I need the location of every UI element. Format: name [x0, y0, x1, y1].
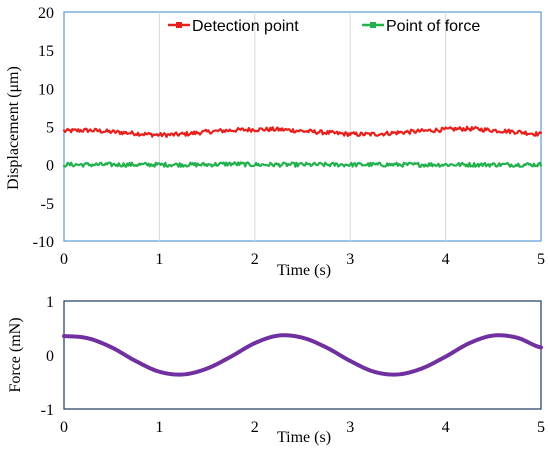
y-tick-label: 10	[38, 81, 54, 98]
y-tick-label: 20	[38, 5, 54, 22]
legend-item-point-of-force: Point of force	[362, 18, 480, 35]
x-tick-label: 1	[155, 251, 163, 268]
series-line-0	[62, 333, 543, 377]
displacement-plot-area	[63, 11, 542, 242]
x-tick-label: 4	[442, 251, 450, 268]
y-tick-label: 15	[38, 43, 54, 60]
series-point-of-force	[62, 161, 543, 168]
displacement-x-axis-label: Time (s)	[277, 262, 331, 279]
y-tick-label: 0	[46, 348, 54, 365]
y-tick-label: -5	[41, 196, 54, 213]
x-tick-label: 4	[442, 419, 450, 436]
x-tick-label: 5	[537, 419, 545, 436]
y-tick-label: -1	[41, 402, 54, 419]
series-detection-point	[62, 125, 543, 139]
displacement-chart: 20 15 10 5 0 -5 -10 0 1 2 3 4 5 Displacement (μm) T…	[5, 5, 545, 279]
x-tick-label: 1	[155, 419, 163, 436]
y-tick-label: 5	[46, 120, 54, 137]
y-tick-label: -10	[33, 234, 54, 251]
legend-label-detection-point: Detection point	[192, 18, 299, 35]
y-tick-label: 1	[46, 294, 54, 311]
x-tick-label: 3	[346, 419, 354, 436]
legend-marker-detection-point	[176, 22, 182, 28]
x-tick-label: 5	[537, 251, 545, 268]
x-tick-label: 0	[60, 419, 68, 436]
y-tick-label: 0	[46, 158, 54, 175]
x-tick-label: 2	[251, 251, 259, 268]
force-x-axis-label: Time (s)	[277, 429, 331, 446]
legend-label-point-of-force: Point of force	[386, 18, 480, 35]
x-tick-label: 2	[251, 419, 259, 436]
x-tick-label: 3	[346, 251, 354, 268]
force-y-axis-label: Force (mN)	[7, 317, 24, 392]
force-plot-area	[63, 300, 542, 410]
legend: Detection point Point of force	[168, 18, 480, 35]
legend-item-detection-point: Detection point	[168, 18, 299, 35]
legend-marker-point-of-force	[370, 22, 376, 28]
force-chart: 1 0 -1 0 1 2 3 4 5 Force (mN) Time (s)	[7, 294, 545, 446]
x-tick-label: 0	[60, 251, 68, 268]
displacement-y-axis-label: Displacement (μm)	[5, 66, 22, 190]
